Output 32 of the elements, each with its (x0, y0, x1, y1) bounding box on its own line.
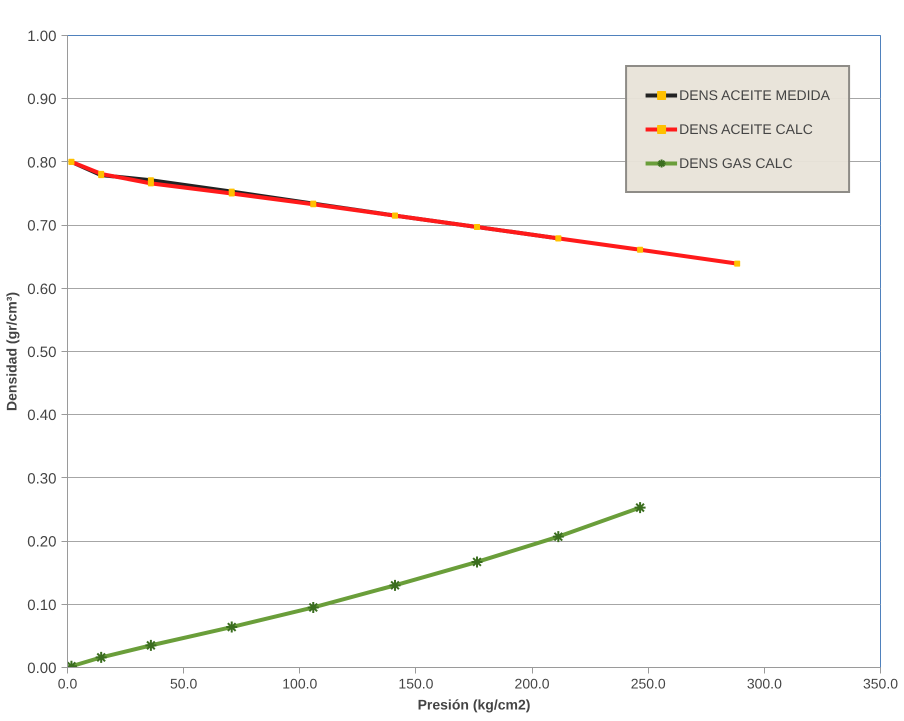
y-tick-label: 0.30 (27, 470, 57, 488)
x-tick-label: 150.0 (398, 676, 434, 692)
x-tick-label: 300.0 (746, 676, 782, 692)
y-tick-label: 0.90 (27, 91, 57, 108)
x-tick-label: 50.0 (170, 676, 198, 692)
x-tick-label: 350.0 (862, 676, 898, 692)
x-tick-label: 200.0 (514, 676, 550, 692)
y-tick-label: 0.60 (27, 280, 57, 298)
point (552, 530, 565, 544)
y-tick-label: 1.00 (27, 28, 57, 45)
y-tick-label: 0.00 (27, 660, 57, 677)
legend-label: DENS ACEITE MEDIDA (679, 87, 830, 103)
point (634, 501, 647, 514)
point (306, 600, 320, 614)
x-tick-label: 250.0 (630, 676, 666, 692)
y-tick-label: 0.40 (27, 407, 57, 424)
legend-label: DENS ACEITE CALC (679, 121, 813, 137)
y-tick-label: 0.20 (27, 534, 57, 551)
point (94, 650, 108, 664)
legend-label: DENS GAS CALC (679, 155, 793, 171)
x-tick-label: 100.0 (282, 676, 318, 692)
point (144, 638, 158, 652)
point (470, 555, 484, 568)
point (388, 578, 402, 592)
x-tick-label: 0.0 (58, 676, 78, 692)
y-tick-label: 0.50 (27, 344, 57, 361)
point (225, 620, 238, 634)
y-tick-label: 0.80 (27, 154, 57, 172)
y-axis-title: Densidad (gr/cm³) (3, 292, 20, 412)
y-tick-label: 0.10 (27, 596, 57, 614)
y-tick-label: 0.70 (27, 218, 57, 235)
x-axis-title: Presión (kg/cm2) (418, 696, 530, 712)
